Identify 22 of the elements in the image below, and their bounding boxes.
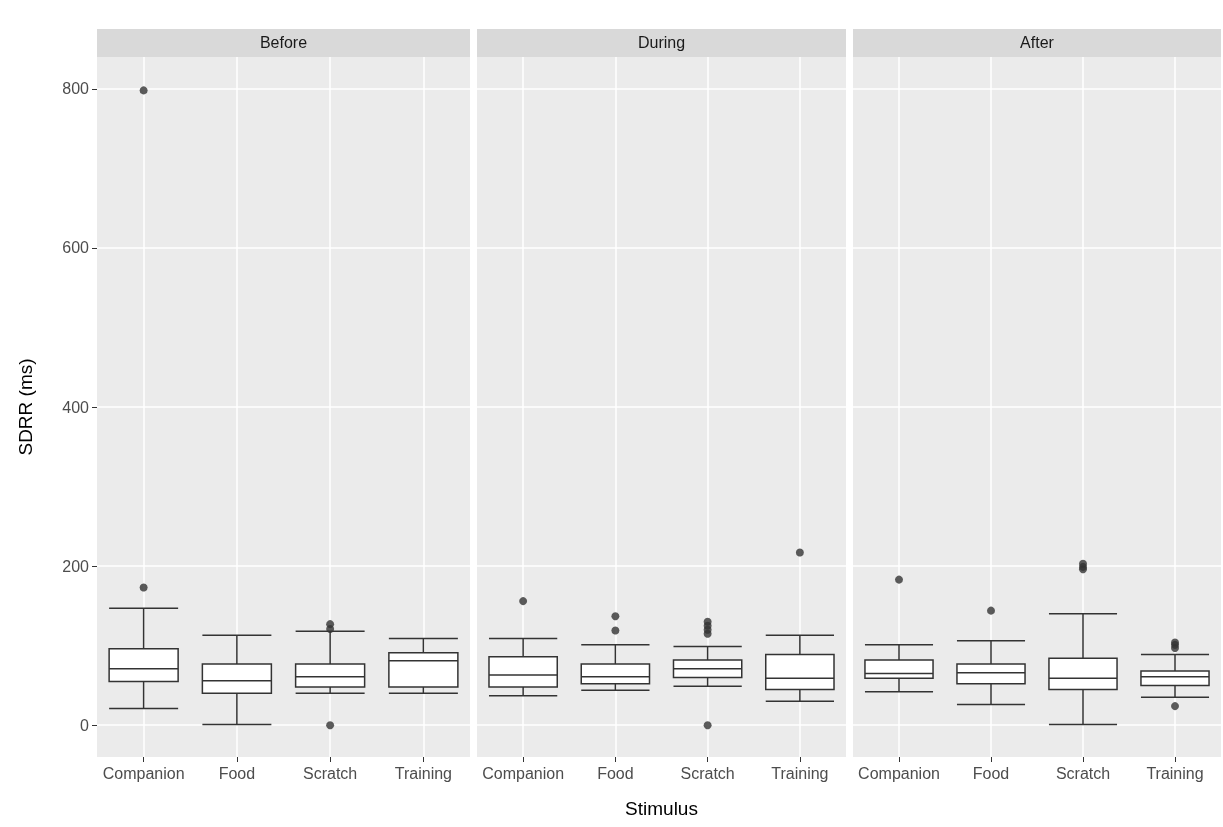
x-tick-label: Training xyxy=(771,764,829,782)
x-tick-label: Food xyxy=(597,764,634,782)
chart-title: Before xyxy=(97,29,470,57)
x-tick-label: Training xyxy=(394,764,452,782)
y-axis-title: SDRR (ms) xyxy=(15,358,36,456)
x-tick-label: Scratch xyxy=(303,764,358,782)
chart-title: During xyxy=(477,29,846,57)
x-tick-label: Scratch xyxy=(1055,764,1111,782)
x-axis-title: Stimulus xyxy=(625,798,698,819)
y-tick-label: 600 xyxy=(62,239,90,257)
y-tick-label: 800 xyxy=(62,80,90,98)
x-tick-label: Companion xyxy=(482,764,565,782)
x-tick-label: Companion xyxy=(858,764,940,782)
x-tick-label: Scratch xyxy=(680,764,735,782)
y-tick-label: 400 xyxy=(62,398,90,416)
chart-title: After xyxy=(853,29,1221,57)
y-tick-label: 0 xyxy=(80,716,90,734)
y-tick-label: 200 xyxy=(62,557,90,575)
x-tick-label: Training xyxy=(1146,764,1204,782)
x-tick-label: Companion xyxy=(102,764,185,782)
x-tick-label: Food xyxy=(972,764,1010,782)
x-tick-label: Food xyxy=(218,764,256,782)
